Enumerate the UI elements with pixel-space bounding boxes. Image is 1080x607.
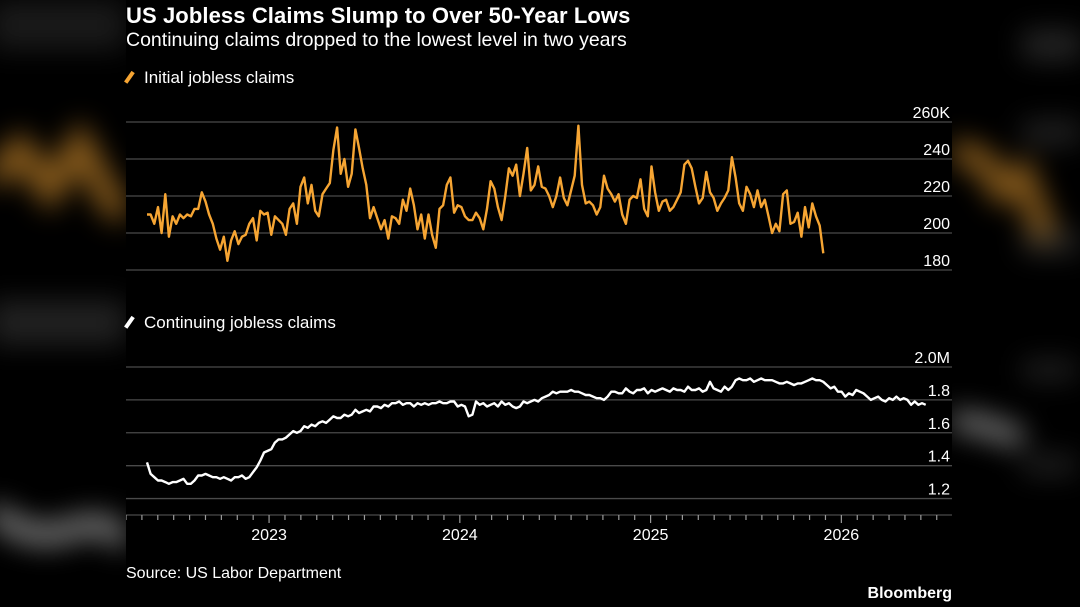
x-tick-label-2026: 2026: [824, 527, 860, 544]
ytick-label-initial-3: 240: [923, 142, 950, 159]
x-tick-label-2024: 2024: [442, 527, 478, 544]
chart-panel: US Jobless Claims Slump to Over 50-Year …: [124, 0, 952, 607]
ytick-label-continuing-1: 1.4: [928, 449, 950, 466]
bloomberg-logo: Bloomberg: [867, 585, 952, 602]
ytick-label-continuing-4: 2.0M: [914, 350, 950, 367]
ytick-label-initial-1: 200: [923, 216, 950, 233]
ytick-label-initial-4: 260K: [913, 105, 951, 122]
ytick-label-initial-0: 180: [923, 253, 950, 270]
legend-label-continuing: Continuing jobless claims: [144, 313, 336, 332]
series-line-continuing: [145, 377, 927, 485]
x-tick-label-2023: 2023: [251, 527, 287, 544]
legend-initial: Initial jobless claims: [124, 68, 295, 88]
chart-subtitle: Continuing claims dropped to the lowest …: [126, 29, 627, 51]
legend-continuing: Continuing jobless claims: [124, 313, 336, 333]
background-blur-left: [0, 0, 126, 551]
chart-title: US Jobless Claims Slump to Over 50-Year …: [126, 3, 631, 28]
legend-label-initial: Initial jobless claims: [144, 68, 295, 87]
ytick-label-continuing-2: 1.6: [928, 416, 950, 433]
ytick-label-continuing-3: 1.8: [928, 383, 950, 400]
source-note: Source: US Labor Department: [126, 565, 342, 582]
series-line-initial: [147, 124, 825, 262]
ytick-label-continuing-0: 1.2: [928, 482, 950, 499]
chart-svg: 180 200 220 240 260K 1.2 1.4 1.6 1.8 2.0M 2023 2024…: [126, 105, 952, 544]
x-tick-label-2025: 2025: [633, 527, 669, 544]
ytick-label-initial-2: 220: [923, 179, 950, 196]
background-blur-right: [952, 30, 1080, 475]
